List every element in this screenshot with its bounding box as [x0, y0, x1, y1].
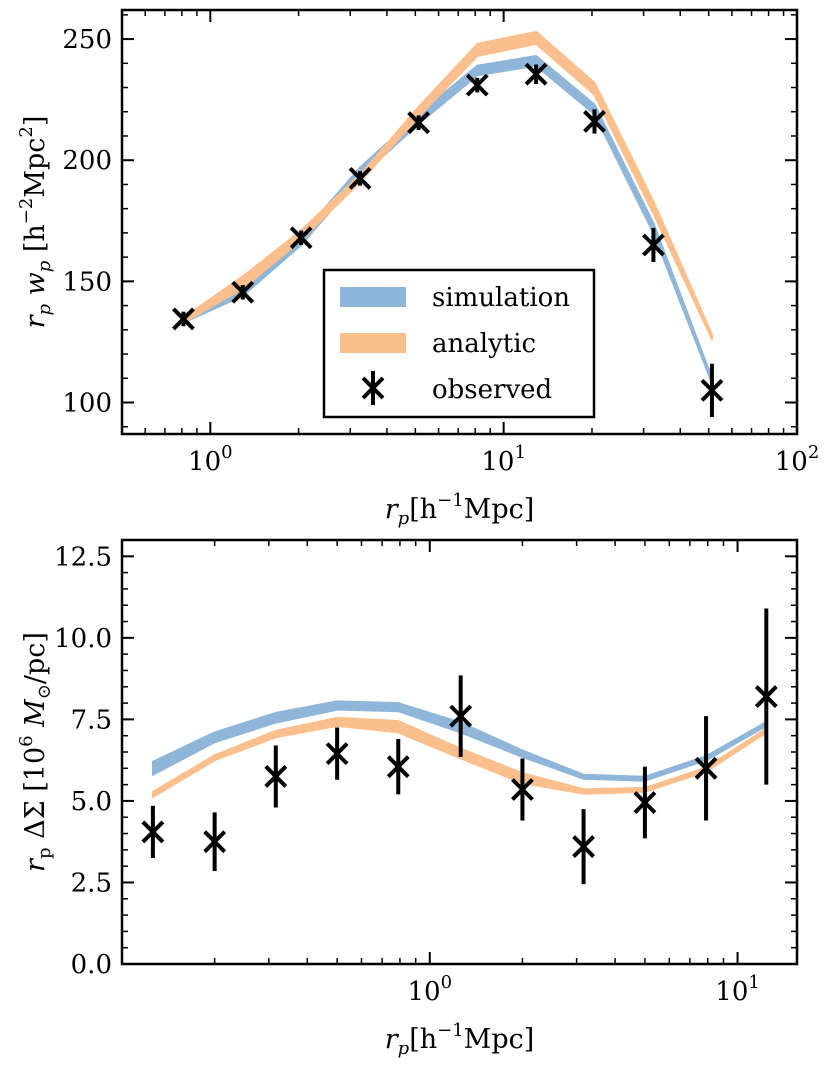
observed-point [407, 111, 431, 135]
x-tick-label: 100 [408, 972, 453, 1007]
x-tick-label: 101 [481, 442, 526, 477]
y-tick-label: 5.0 [71, 787, 112, 817]
band-analytic [182, 30, 713, 341]
observed-point [465, 73, 489, 97]
y-tick-label: 10.0 [54, 624, 112, 654]
x-axis-label: rp[h−1Mpc] [385, 1020, 535, 1059]
observed-point [583, 109, 606, 134]
x-tick-label: 101 [715, 972, 760, 1007]
observed-point [141, 805, 165, 858]
observed-point [325, 727, 349, 780]
observed-point [754, 608, 778, 785]
y-axis-label: rp ΔΣ [106 M⊙/pc] [16, 632, 55, 872]
observed-point [386, 738, 410, 795]
y-tick-label: 150 [62, 267, 112, 297]
y-tick-label: 100 [62, 389, 112, 419]
top-panel-wp: 100 101 102 100 150 200 250 rp[h−1Mpc] rp wp [h−… [16, 8, 820, 529]
legend-label-observed: observed [432, 375, 552, 405]
legend-swatch-simulation [340, 287, 406, 307]
y-tick-label: 0.0 [71, 950, 112, 980]
axes-frame [120, 8, 799, 436]
observed-point [524, 62, 548, 86]
bottom-panel-delta-sigma: 100 101 0.0 2.5 5.0 7.5 10.0 12.5 rp[h−1Mpc] rp Δ… [16, 538, 799, 1059]
y-tick-label: 12.5 [54, 542, 112, 572]
observed-point [700, 363, 724, 418]
y-tick-label: 250 [62, 25, 112, 55]
observed-point [511, 758, 534, 821]
legend-label-simulation: simulation [432, 283, 570, 313]
observed-point [449, 675, 473, 757]
x-tick-label: 100 [188, 442, 233, 477]
plot-area [172, 30, 724, 418]
y-axis-label: rp wp [h−2Mpc2] [16, 116, 55, 329]
observed-point [572, 809, 595, 885]
observed-point [642, 228, 665, 262]
observed-point [633, 766, 657, 839]
legend-swatch-analytic [340, 333, 406, 353]
y-tick-label: 2.5 [71, 868, 112, 898]
legend-marker-observed [361, 371, 385, 405]
y-tick-label: 200 [62, 146, 112, 176]
x-tick-label: 102 [775, 442, 820, 477]
plot-area [141, 608, 778, 885]
observed-point [289, 226, 313, 250]
observed-point [231, 280, 255, 304]
observed-point [203, 812, 227, 872]
y-tick-label: 7.5 [71, 705, 112, 735]
observed-point [694, 716, 718, 821]
legend: simulation analytic observed [322, 268, 596, 419]
x-axis-label: rp[h−1Mpc] [385, 490, 535, 529]
observed-point [172, 307, 195, 331]
observed-point [348, 166, 372, 190]
legend-label-analytic: analytic [432, 329, 536, 359]
observed-point [264, 745, 288, 808]
